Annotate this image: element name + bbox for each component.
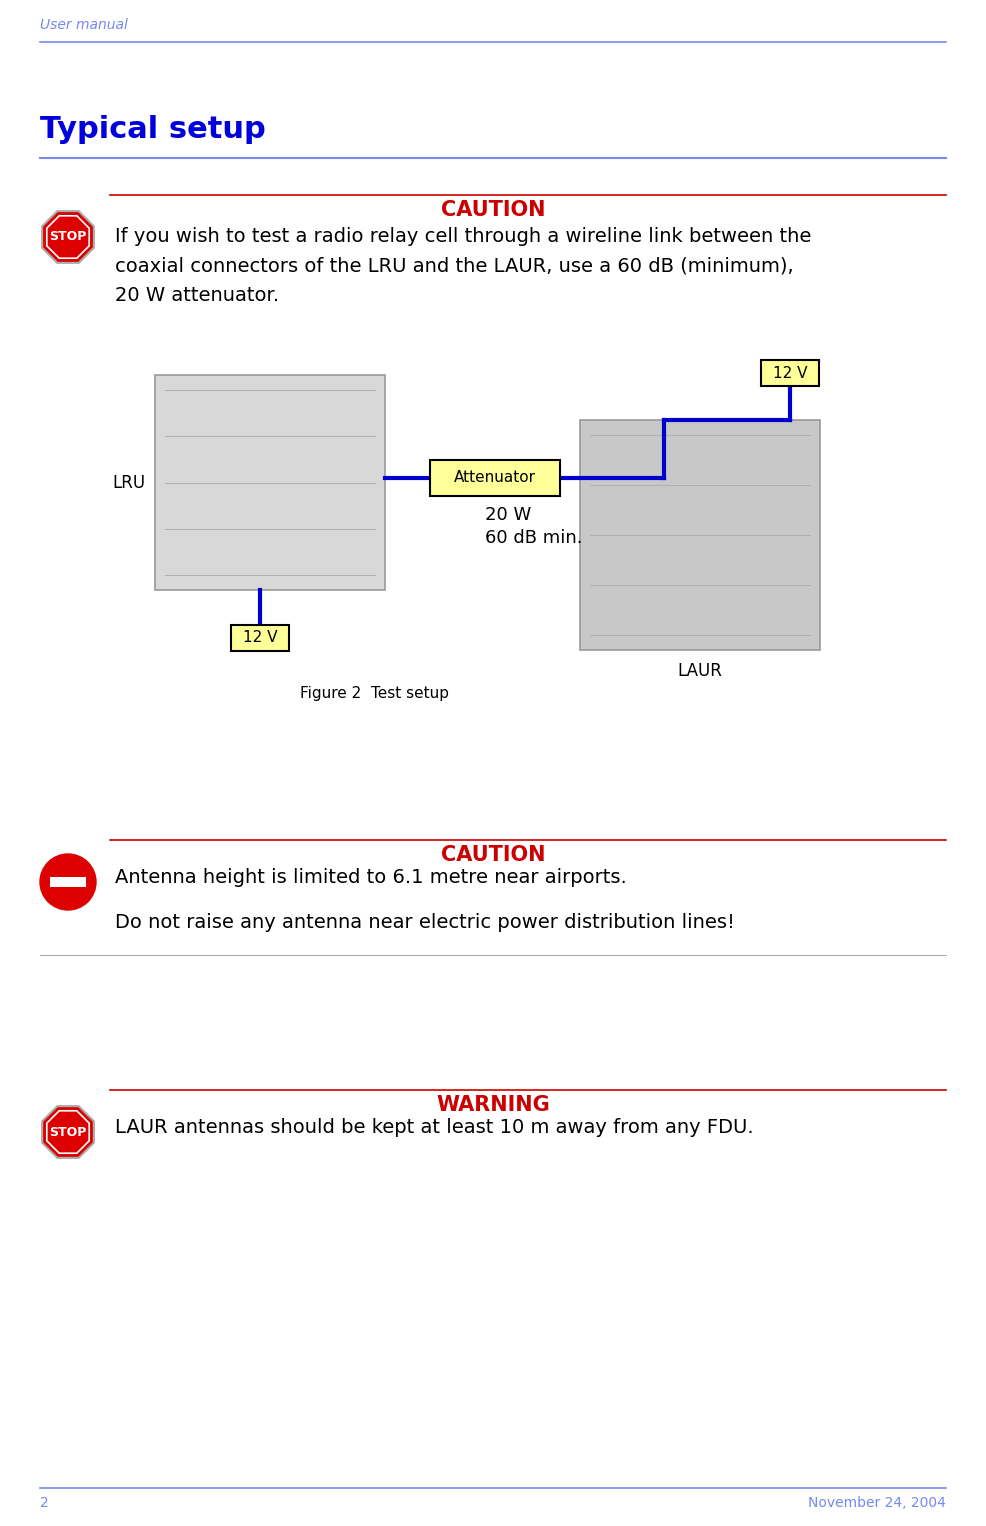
Polygon shape xyxy=(42,1106,94,1158)
Text: Attenuator: Attenuator xyxy=(454,470,536,485)
Circle shape xyxy=(40,855,96,909)
Text: 60 dB min.: 60 dB min. xyxy=(485,530,583,548)
FancyBboxPatch shape xyxy=(761,360,819,386)
Text: 12 V: 12 V xyxy=(243,630,277,645)
Text: 20 W: 20 W xyxy=(485,507,531,523)
Text: Figure 2  Test setup: Figure 2 Test setup xyxy=(300,687,450,700)
FancyBboxPatch shape xyxy=(580,420,820,650)
Text: 2: 2 xyxy=(40,1495,48,1511)
Text: STOP: STOP xyxy=(49,230,87,244)
Text: Antenna height is limited to 6.1 metre near airports.: Antenna height is limited to 6.1 metre n… xyxy=(115,868,627,887)
FancyBboxPatch shape xyxy=(155,375,385,591)
Text: CAUTION: CAUTION xyxy=(441,845,545,865)
Text: LRU: LRU xyxy=(111,473,145,491)
FancyBboxPatch shape xyxy=(50,876,86,887)
Text: Typical setup: Typical setup xyxy=(40,114,266,143)
Text: LAUR: LAUR xyxy=(677,662,723,681)
Text: STOP: STOP xyxy=(49,1126,87,1138)
Text: WARNING: WARNING xyxy=(436,1096,550,1116)
Text: 12 V: 12 V xyxy=(773,366,808,380)
Text: 20 W attenuator.: 20 W attenuator. xyxy=(115,285,279,305)
FancyBboxPatch shape xyxy=(231,626,289,652)
FancyBboxPatch shape xyxy=(430,459,560,496)
Text: User manual: User manual xyxy=(40,18,128,32)
Text: If you wish to test a radio relay cell through a wireline link between the: If you wish to test a radio relay cell t… xyxy=(115,227,811,246)
Polygon shape xyxy=(42,211,94,262)
Text: Do not raise any antenna near electric power distribution lines!: Do not raise any antenna near electric p… xyxy=(115,913,735,932)
Text: coaxial connectors of the LRU and the LAUR, use a 60 dB (minimum),: coaxial connectors of the LRU and the LA… xyxy=(115,256,794,275)
Text: November 24, 2004: November 24, 2004 xyxy=(809,1495,946,1511)
Text: CAUTION: CAUTION xyxy=(441,200,545,220)
Text: LAUR antennas should be kept at least 10 m away from any FDU.: LAUR antennas should be kept at least 10… xyxy=(115,1119,753,1137)
